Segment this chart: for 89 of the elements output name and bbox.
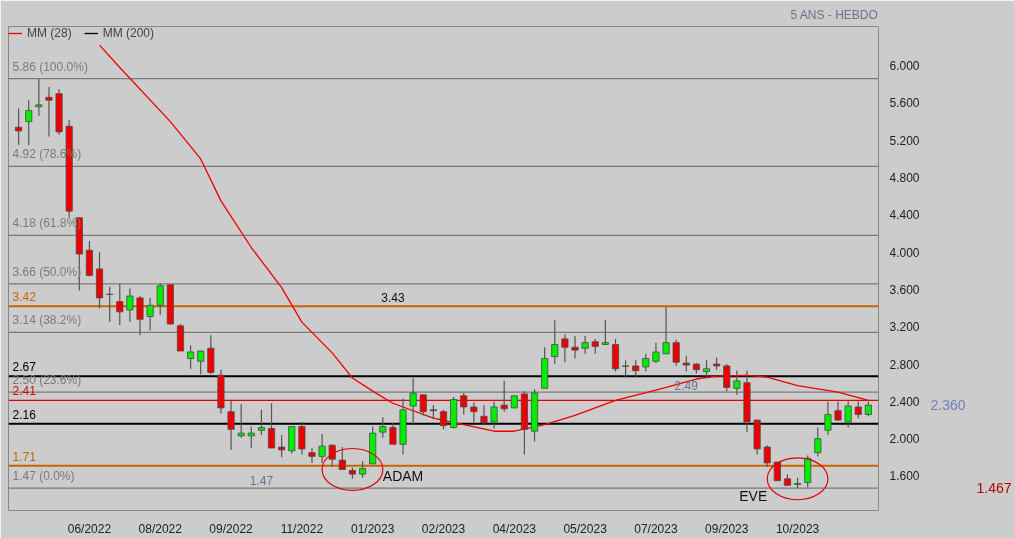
annotation: ADAM <box>382 468 424 484</box>
text: 2.360 <box>930 397 966 414</box>
candlestick <box>601 319 609 346</box>
y-tick-label: 2.000 <box>889 432 920 447</box>
candlestick <box>470 401 478 423</box>
candlestick <box>561 333 569 363</box>
y-tick-label: 4.000 <box>889 245 920 260</box>
legend-label: MM (200) <box>102 26 155 40</box>
x-tick-label: 02/2023 <box>421 521 466 536</box>
candlestick <box>723 363 731 392</box>
candlestick <box>257 409 265 436</box>
x-tick-label: 11/2022 <box>280 521 324 536</box>
y-tick-label: 5.200 <box>889 133 920 148</box>
ref-line-label: 2.41 <box>12 384 37 399</box>
candlestick <box>551 319 559 365</box>
ref-line-label: 1.71 <box>12 449 37 464</box>
candlestick <box>15 107 23 146</box>
candlestick <box>298 421 306 456</box>
legend-label: MM (28) <box>27 26 72 40</box>
candlestick <box>187 344 195 370</box>
annotation: 1.47 <box>249 474 274 489</box>
y-tick-label: 2.800 <box>889 357 920 372</box>
candlestick <box>45 86 53 138</box>
candlestick <box>571 335 579 360</box>
ref-line-label: 1.47 (0.0%) <box>12 469 75 484</box>
candlestick <box>106 286 114 323</box>
candlestick <box>460 392 468 416</box>
candlestick <box>389 422 397 445</box>
ref-line-label: 5.86 (100.0%) <box>12 59 88 74</box>
candlestick <box>652 342 660 364</box>
candlestick <box>500 380 508 413</box>
candlestick <box>227 399 235 451</box>
x-tick-label: 05/2023 <box>563 521 608 536</box>
candlestick <box>267 402 276 449</box>
ref-line-label: 3.14 (38.2%) <box>12 313 82 328</box>
chart-subtitle: 5 ANS - HEBDO <box>790 7 878 22</box>
x-tick-label: 08/2022 <box>138 521 183 536</box>
annotation: 3.43 <box>381 291 405 306</box>
candlestick <box>733 370 741 396</box>
candlestick <box>318 433 326 464</box>
x-tick-label: 10/2023 <box>775 521 820 536</box>
candlestick <box>247 425 255 449</box>
y-tick-label: 3.200 <box>889 320 920 335</box>
y-tick-label: 4.400 <box>889 208 920 223</box>
y-tick-label: 2.400 <box>889 394 920 409</box>
candlestick <box>308 447 316 464</box>
candlestick <box>146 297 154 332</box>
candlestick <box>35 78 43 117</box>
annotation: 2.49 <box>674 379 699 393</box>
candlestick <box>834 400 842 422</box>
y-tick-label: 3.600 <box>889 282 920 297</box>
x-tick-label: 06/2022 <box>67 521 112 536</box>
candlestick <box>814 426 822 458</box>
candlestick <box>197 350 205 375</box>
ref-line-label: 3.42 <box>12 290 37 305</box>
candlestick <box>581 335 589 355</box>
candlestick <box>662 306 670 355</box>
line-series <box>98 44 870 432</box>
x-tick-label: 09/2022 <box>209 521 254 536</box>
candlestick <box>237 403 245 439</box>
candlestick <box>338 446 346 471</box>
annotation: EVE <box>739 487 768 504</box>
candlestick <box>419 394 427 416</box>
candlestick <box>844 400 852 429</box>
candlestick <box>480 404 488 426</box>
x-tick-label: 07/2023 <box>634 521 678 536</box>
candlestick <box>490 400 498 430</box>
x-tick-label: 09/2023 <box>705 521 749 536</box>
candlestick <box>672 339 680 367</box>
candlestick <box>409 377 417 426</box>
candlestick <box>25 99 33 146</box>
candlestick <box>126 287 134 323</box>
ref-line-label: 2.67 <box>12 360 37 375</box>
candlestick <box>763 444 771 468</box>
x-tick-label: 04/2023 <box>492 521 537 536</box>
candlestick <box>136 295 144 336</box>
x-tick-label: 01/2023 <box>351 521 395 536</box>
candlestick <box>824 400 832 436</box>
y-tick-label: 5.600 <box>889 96 920 111</box>
candlestick <box>156 282 164 316</box>
y-tick-label: 4.800 <box>889 171 920 186</box>
ref-line-label: 2.16 <box>12 407 37 422</box>
text: 1.467 <box>976 480 1012 497</box>
y-tick-label: 6.000 <box>889 59 920 74</box>
y-tick-label: 1.600 <box>889 469 920 484</box>
candlestick <box>278 434 286 458</box>
candlestick <box>379 416 387 439</box>
candlestick <box>116 283 124 326</box>
candlestick <box>328 443 336 468</box>
